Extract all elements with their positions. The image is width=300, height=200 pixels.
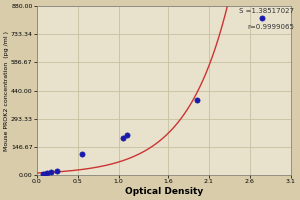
- Point: [80, 152, 84, 155]
- Point: [41, 173, 46, 176]
- Point: [49, 170, 54, 174]
- Point: [45, 172, 50, 175]
- Point: [43, 172, 47, 176]
- Point: [260, 16, 265, 19]
- Text: S =1.38517027: S =1.38517027: [239, 8, 294, 14]
- Point: [55, 169, 60, 173]
- X-axis label: Optical Density: Optical Density: [125, 187, 203, 196]
- Point: [194, 99, 199, 102]
- Text: r=0.9999065: r=0.9999065: [247, 24, 294, 30]
- Point: [124, 133, 129, 136]
- Point: [120, 136, 125, 139]
- Y-axis label: Mouse PROK2 concentration  (pg /ml ): Mouse PROK2 concentration (pg /ml ): [4, 31, 9, 151]
